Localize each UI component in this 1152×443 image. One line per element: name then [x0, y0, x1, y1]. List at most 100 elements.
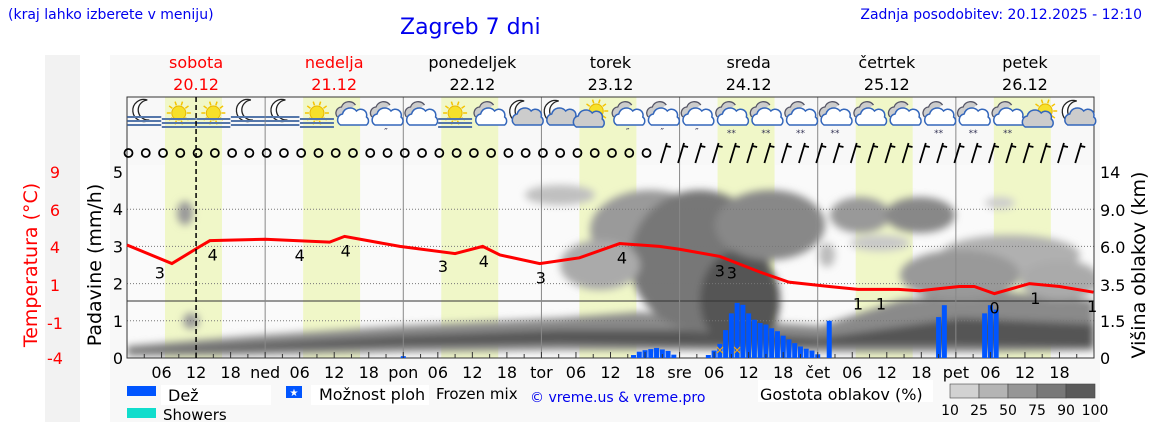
legend-showers-label: Showers [163, 406, 227, 424]
wind-barb-icon [694, 142, 706, 164]
barb-flag [1045, 145, 1051, 148]
wind-barb-icon [763, 142, 775, 164]
cloud-icon [853, 101, 888, 126]
location-hint[interactable]: (kraj lahko izberete v meniju) [8, 7, 214, 23]
sun-ray [306, 105, 311, 109]
snow-mark: ** [1003, 129, 1013, 139]
daylight-band [441, 97, 499, 358]
day-date: 25.12 [864, 75, 910, 94]
calm-wind-icon [261, 148, 272, 158]
barb-flag [872, 145, 879, 148]
cloud-snow-icon: ** [922, 101, 957, 139]
cloud-snow-icon: ** [749, 101, 784, 139]
sun-disc [309, 105, 325, 121]
precip-bar [987, 305, 993, 358]
precip-bar [757, 323, 763, 358]
cloud-drizzle-icon: ″ [680, 101, 715, 138]
legend-rain-bg [161, 385, 271, 405]
credit-link[interactable]: © vreme.us & vreme.pro [530, 390, 705, 406]
cloud-height-tick: 0 [1100, 349, 1110, 368]
x-tick-label: 06 [704, 363, 724, 382]
x-tick-label: 12 [462, 363, 482, 382]
day-name: sobota [169, 53, 223, 72]
precip-tick: 1 [113, 312, 123, 331]
precip-bar [740, 304, 746, 358]
precip-bar [648, 349, 654, 358]
day-name: ponedeljek [428, 53, 517, 72]
temperature-label: 1 [853, 294, 863, 313]
sun-ray [456, 101, 460, 106]
calm-wind-icon [244, 148, 255, 158]
cloud-shape [889, 107, 922, 126]
precip-bar [941, 305, 947, 358]
cloud-layer [127, 318, 1094, 352]
wind-barb-icon [988, 142, 1000, 164]
x-tick-label: 18 [1049, 363, 1069, 382]
day-name: nedelja [305, 53, 364, 72]
barb-flag [1080, 145, 1086, 148]
precip-tick: 2 [113, 275, 123, 294]
cloud-height-axis-title: Višina oblakov (km) [1128, 172, 1150, 359]
calm-wind-icon [451, 148, 462, 158]
sun-ray [312, 101, 316, 106]
precip-bar [636, 351, 642, 358]
x-tick-label: 18 [220, 363, 240, 382]
calm-wind-icon [313, 148, 324, 158]
sun-ray [318, 101, 322, 106]
barb-flag [751, 145, 758, 148]
density-tick: 25 [970, 403, 988, 419]
wind-barb-icon [1022, 142, 1034, 164]
barb-flag [890, 145, 896, 148]
day-name: sreda [726, 53, 770, 72]
cloud-shape [511, 107, 544, 126]
sun-ray [322, 105, 328, 109]
barb-flag [734, 145, 741, 148]
snow-mark: ** [761, 129, 771, 139]
precip-axis-title: Padavine (mm/h) [84, 184, 106, 347]
cloud-icon [404, 101, 439, 126]
x-tick-label: pon [388, 363, 418, 382]
drizzle-mark: ″ [695, 127, 699, 138]
calm-wind-icon [123, 148, 134, 158]
wind-barb-icon [918, 142, 930, 164]
sun-disc [205, 105, 221, 121]
sun-ray [444, 105, 450, 109]
snow-mark: ** [830, 129, 840, 139]
barb-flag [1062, 145, 1069, 148]
precip-tick: 3 [113, 237, 123, 256]
calm-wind-icon [365, 148, 376, 158]
cloud-blob [819, 243, 835, 267]
calm-wind-icon [175, 148, 186, 158]
temperature-axis-title: Temperatura (°C) [20, 183, 42, 348]
precip-bar [631, 355, 637, 358]
x-tick-label: 06 [289, 363, 309, 382]
cloud-blob [177, 201, 193, 225]
snow-mark: ** [727, 129, 737, 139]
sun-ray [208, 101, 212, 106]
precip-bar [797, 346, 803, 358]
cloud-blob [985, 197, 1015, 209]
temperature-tick: 9 [50, 163, 60, 182]
cloud-blob [900, 250, 1020, 300]
barb-flag [838, 145, 844, 148]
density-tick: 10 [941, 403, 959, 419]
temperature-label: 4 [617, 249, 627, 268]
cloud-height-tick: 9.0 [1100, 201, 1125, 220]
barb-flag [821, 145, 827, 148]
precip-bar [717, 343, 723, 358]
frozen-mix-mark: × [715, 343, 725, 357]
calm-wind-icon [486, 148, 497, 158]
sun-ray [184, 105, 189, 109]
x-tick-label: ned [250, 363, 280, 382]
wind-barb-icon [1005, 142, 1017, 164]
temperature-tick: -1 [47, 314, 63, 333]
temperature-tick: 6 [50, 201, 60, 220]
cloud-icon [473, 101, 508, 126]
barb-flag [959, 145, 965, 148]
precip-bar [792, 343, 798, 358]
sun-fog-icon [299, 101, 334, 128]
legend-possible-showers-swatch [286, 386, 302, 398]
sun-cloud-icon [1021, 99, 1058, 128]
